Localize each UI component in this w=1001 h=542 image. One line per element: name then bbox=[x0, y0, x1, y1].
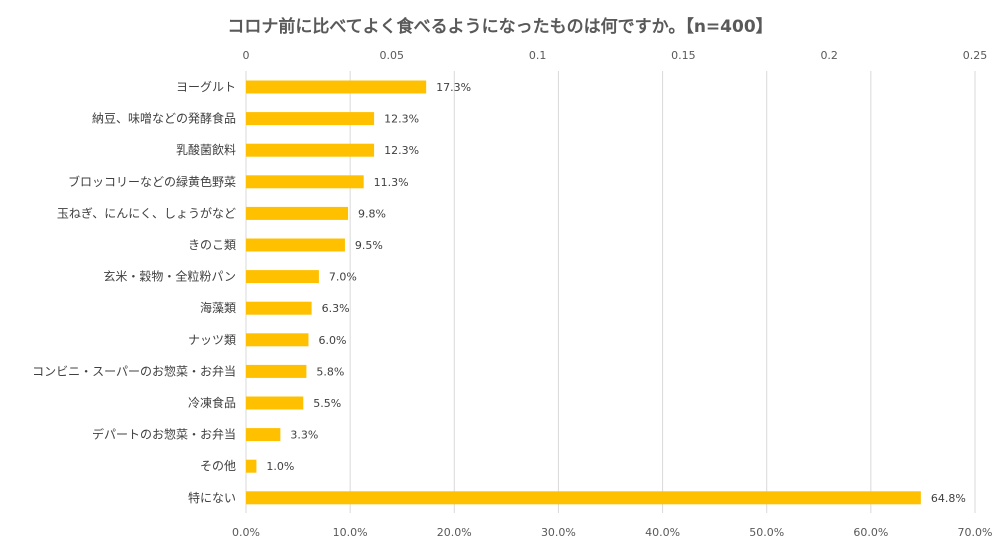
category-label: 乳酸菌飲料 bbox=[176, 142, 236, 157]
data-label: 5.5% bbox=[313, 397, 341, 410]
data-label: 9.5% bbox=[355, 239, 383, 252]
bar bbox=[246, 396, 304, 410]
category-label: きのこ類 bbox=[188, 238, 236, 252]
bar bbox=[246, 333, 309, 347]
bar bbox=[246, 301, 312, 315]
top-tick-label: 0.25 bbox=[963, 49, 988, 62]
gridlines bbox=[245, 71, 976, 513]
bar bbox=[246, 459, 257, 473]
data-label: 6.0% bbox=[318, 334, 346, 347]
data-label: 12.3% bbox=[384, 144, 419, 157]
bottom-tick-label: 30.0% bbox=[541, 526, 576, 539]
bar bbox=[246, 206, 349, 220]
data-label: 64.8% bbox=[931, 492, 966, 505]
category-label: 冷凍食品 bbox=[188, 395, 236, 410]
bottom-axis: 0.0% 10.0% 20.0% 30.0% 40.0% 50.0% 60.0% 70.0% bbox=[232, 526, 992, 539]
bar bbox=[246, 80, 427, 94]
bar bbox=[246, 364, 307, 378]
category-label: ヨーグルト bbox=[176, 80, 236, 94]
category-labels: ヨーグルト納豆、味噌などの発酵食品乳酸菌飲料ブロッコリーなどの緑黄色野菜玉ねぎ、… bbox=[32, 80, 236, 505]
data-label: 3.3% bbox=[290, 429, 318, 442]
category-label: 海藻類 bbox=[200, 300, 236, 315]
bottom-tick-label: 10.0% bbox=[333, 526, 368, 539]
category-label: ブロッコリーなどの緑黄色野菜 bbox=[68, 174, 236, 189]
bar bbox=[246, 238, 345, 252]
bar bbox=[246, 270, 319, 284]
data-label: 11.3% bbox=[374, 176, 409, 189]
category-label: ナッツ類 bbox=[188, 333, 236, 347]
bar bbox=[246, 428, 281, 442]
bars bbox=[246, 80, 921, 505]
bar bbox=[246, 491, 921, 505]
top-tick-label: 0.15 bbox=[671, 49, 696, 62]
bottom-tick-label: 40.0% bbox=[645, 526, 680, 539]
data-label: 9.8% bbox=[358, 207, 386, 220]
bottom-tick-label: 50.0% bbox=[749, 526, 784, 539]
data-labels: 17.3% 12.3% 12.3% 11.3% 9.8% 9.5% 7.0% 6.3% 6.0%… bbox=[266, 81, 965, 505]
data-label: 6.3% bbox=[322, 302, 350, 315]
chart-title: コロナ前に比べてよく食べるようになったものは何ですか。【n=400】 bbox=[227, 16, 772, 37]
bottom-tick-label: 70.0% bbox=[958, 526, 993, 539]
data-label: 5.8% bbox=[316, 365, 344, 378]
category-label: 玉ねぎ、にんにく、しょうがなど bbox=[57, 205, 236, 220]
category-label: コンビニ・スーパーのお惣菜・お弁当 bbox=[32, 363, 236, 378]
bottom-tick-label: 0.0% bbox=[232, 526, 260, 539]
top-axis: 0 0.05 0.1 0.15 0.2 0.25 bbox=[243, 49, 988, 62]
top-tick-label: 0.2 bbox=[820, 49, 838, 62]
category-label: 玄米・穀物・全粒粉パン bbox=[103, 269, 236, 284]
category-label: その他 bbox=[200, 459, 236, 473]
data-label: 1.0% bbox=[266, 460, 294, 473]
bottom-tick-label: 60.0% bbox=[853, 526, 888, 539]
bar bbox=[246, 175, 364, 189]
top-tick-label: 0.1 bbox=[529, 49, 547, 62]
category-label: 納豆、味噌などの発酵食品 bbox=[92, 111, 236, 126]
bar bbox=[246, 112, 375, 126]
data-label: 12.3% bbox=[384, 113, 419, 126]
top-tick-label: 0.05 bbox=[380, 49, 405, 62]
top-tick-label: 0 bbox=[243, 49, 250, 62]
category-label: 特にない bbox=[188, 490, 236, 505]
bar bbox=[246, 143, 375, 157]
data-label: 17.3% bbox=[436, 81, 471, 94]
data-label: 7.0% bbox=[329, 271, 357, 284]
bottom-tick-label: 20.0% bbox=[437, 526, 472, 539]
category-label: デパートのお惣菜・お弁当 bbox=[92, 427, 236, 442]
